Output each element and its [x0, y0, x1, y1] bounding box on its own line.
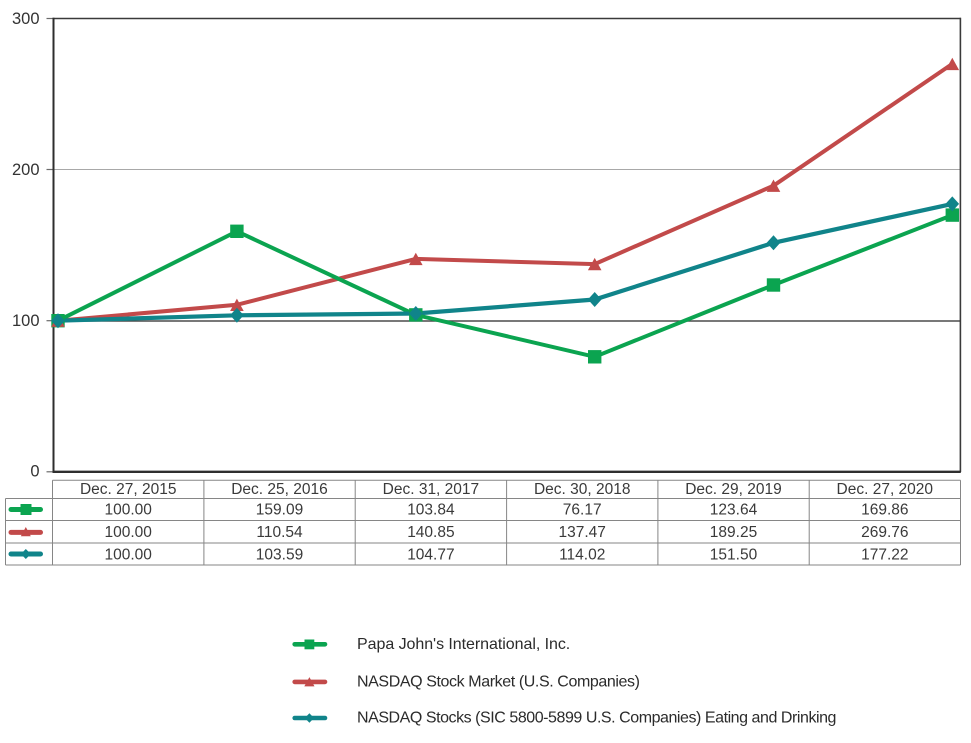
svg-text:169.86: 169.86 — [861, 502, 908, 519]
svg-text:Dec. 25, 2016: Dec. 25, 2016 — [231, 481, 328, 498]
svg-text:76.17: 76.17 — [563, 502, 602, 519]
svg-text:Dec. 27, 2020: Dec. 27, 2020 — [837, 481, 934, 498]
svg-text:159.09: 159.09 — [256, 502, 303, 519]
svg-text:Papa John's International, Inc: Papa John's International, Inc. — [357, 636, 570, 653]
svg-text:Dec. 31, 2017: Dec. 31, 2017 — [383, 481, 480, 498]
svg-text:NASDAQ Stocks (SIC 5800-5899 U: NASDAQ Stocks (SIC 5800-5899 U.S. Compan… — [357, 709, 836, 726]
svg-text:103.59: 103.59 — [256, 546, 303, 563]
svg-text:0: 0 — [30, 463, 39, 481]
svg-text:189.25: 189.25 — [710, 524, 757, 541]
svg-text:151.50: 151.50 — [710, 546, 758, 563]
svg-text:269.76: 269.76 — [861, 524, 908, 541]
svg-text:100: 100 — [12, 312, 40, 330]
svg-text:104.77: 104.77 — [407, 546, 454, 563]
svg-text:NASDAQ Stock Market (U.S. Comp: NASDAQ Stock Market (U.S. Companies) — [357, 673, 640, 690]
svg-text:200: 200 — [12, 161, 40, 179]
svg-text:177.22: 177.22 — [861, 546, 908, 563]
svg-text:137.47: 137.47 — [558, 524, 605, 541]
svg-text:140.85: 140.85 — [407, 524, 454, 541]
svg-text:114.02: 114.02 — [559, 546, 605, 563]
svg-text:300: 300 — [12, 10, 40, 28]
svg-text:100.00: 100.00 — [104, 546, 152, 563]
svg-text:100.00: 100.00 — [104, 502, 152, 519]
svg-text:100.00: 100.00 — [104, 524, 152, 541]
svg-text:Dec. 30, 2018: Dec. 30, 2018 — [534, 481, 631, 498]
svg-text:123.64: 123.64 — [710, 502, 758, 519]
svg-text:Dec. 27, 2015: Dec. 27, 2015 — [80, 481, 177, 498]
svg-text:Dec. 29, 2019: Dec. 29, 2019 — [685, 481, 782, 498]
svg-text:103.84: 103.84 — [407, 502, 455, 519]
svg-text:110.54: 110.54 — [256, 524, 303, 541]
